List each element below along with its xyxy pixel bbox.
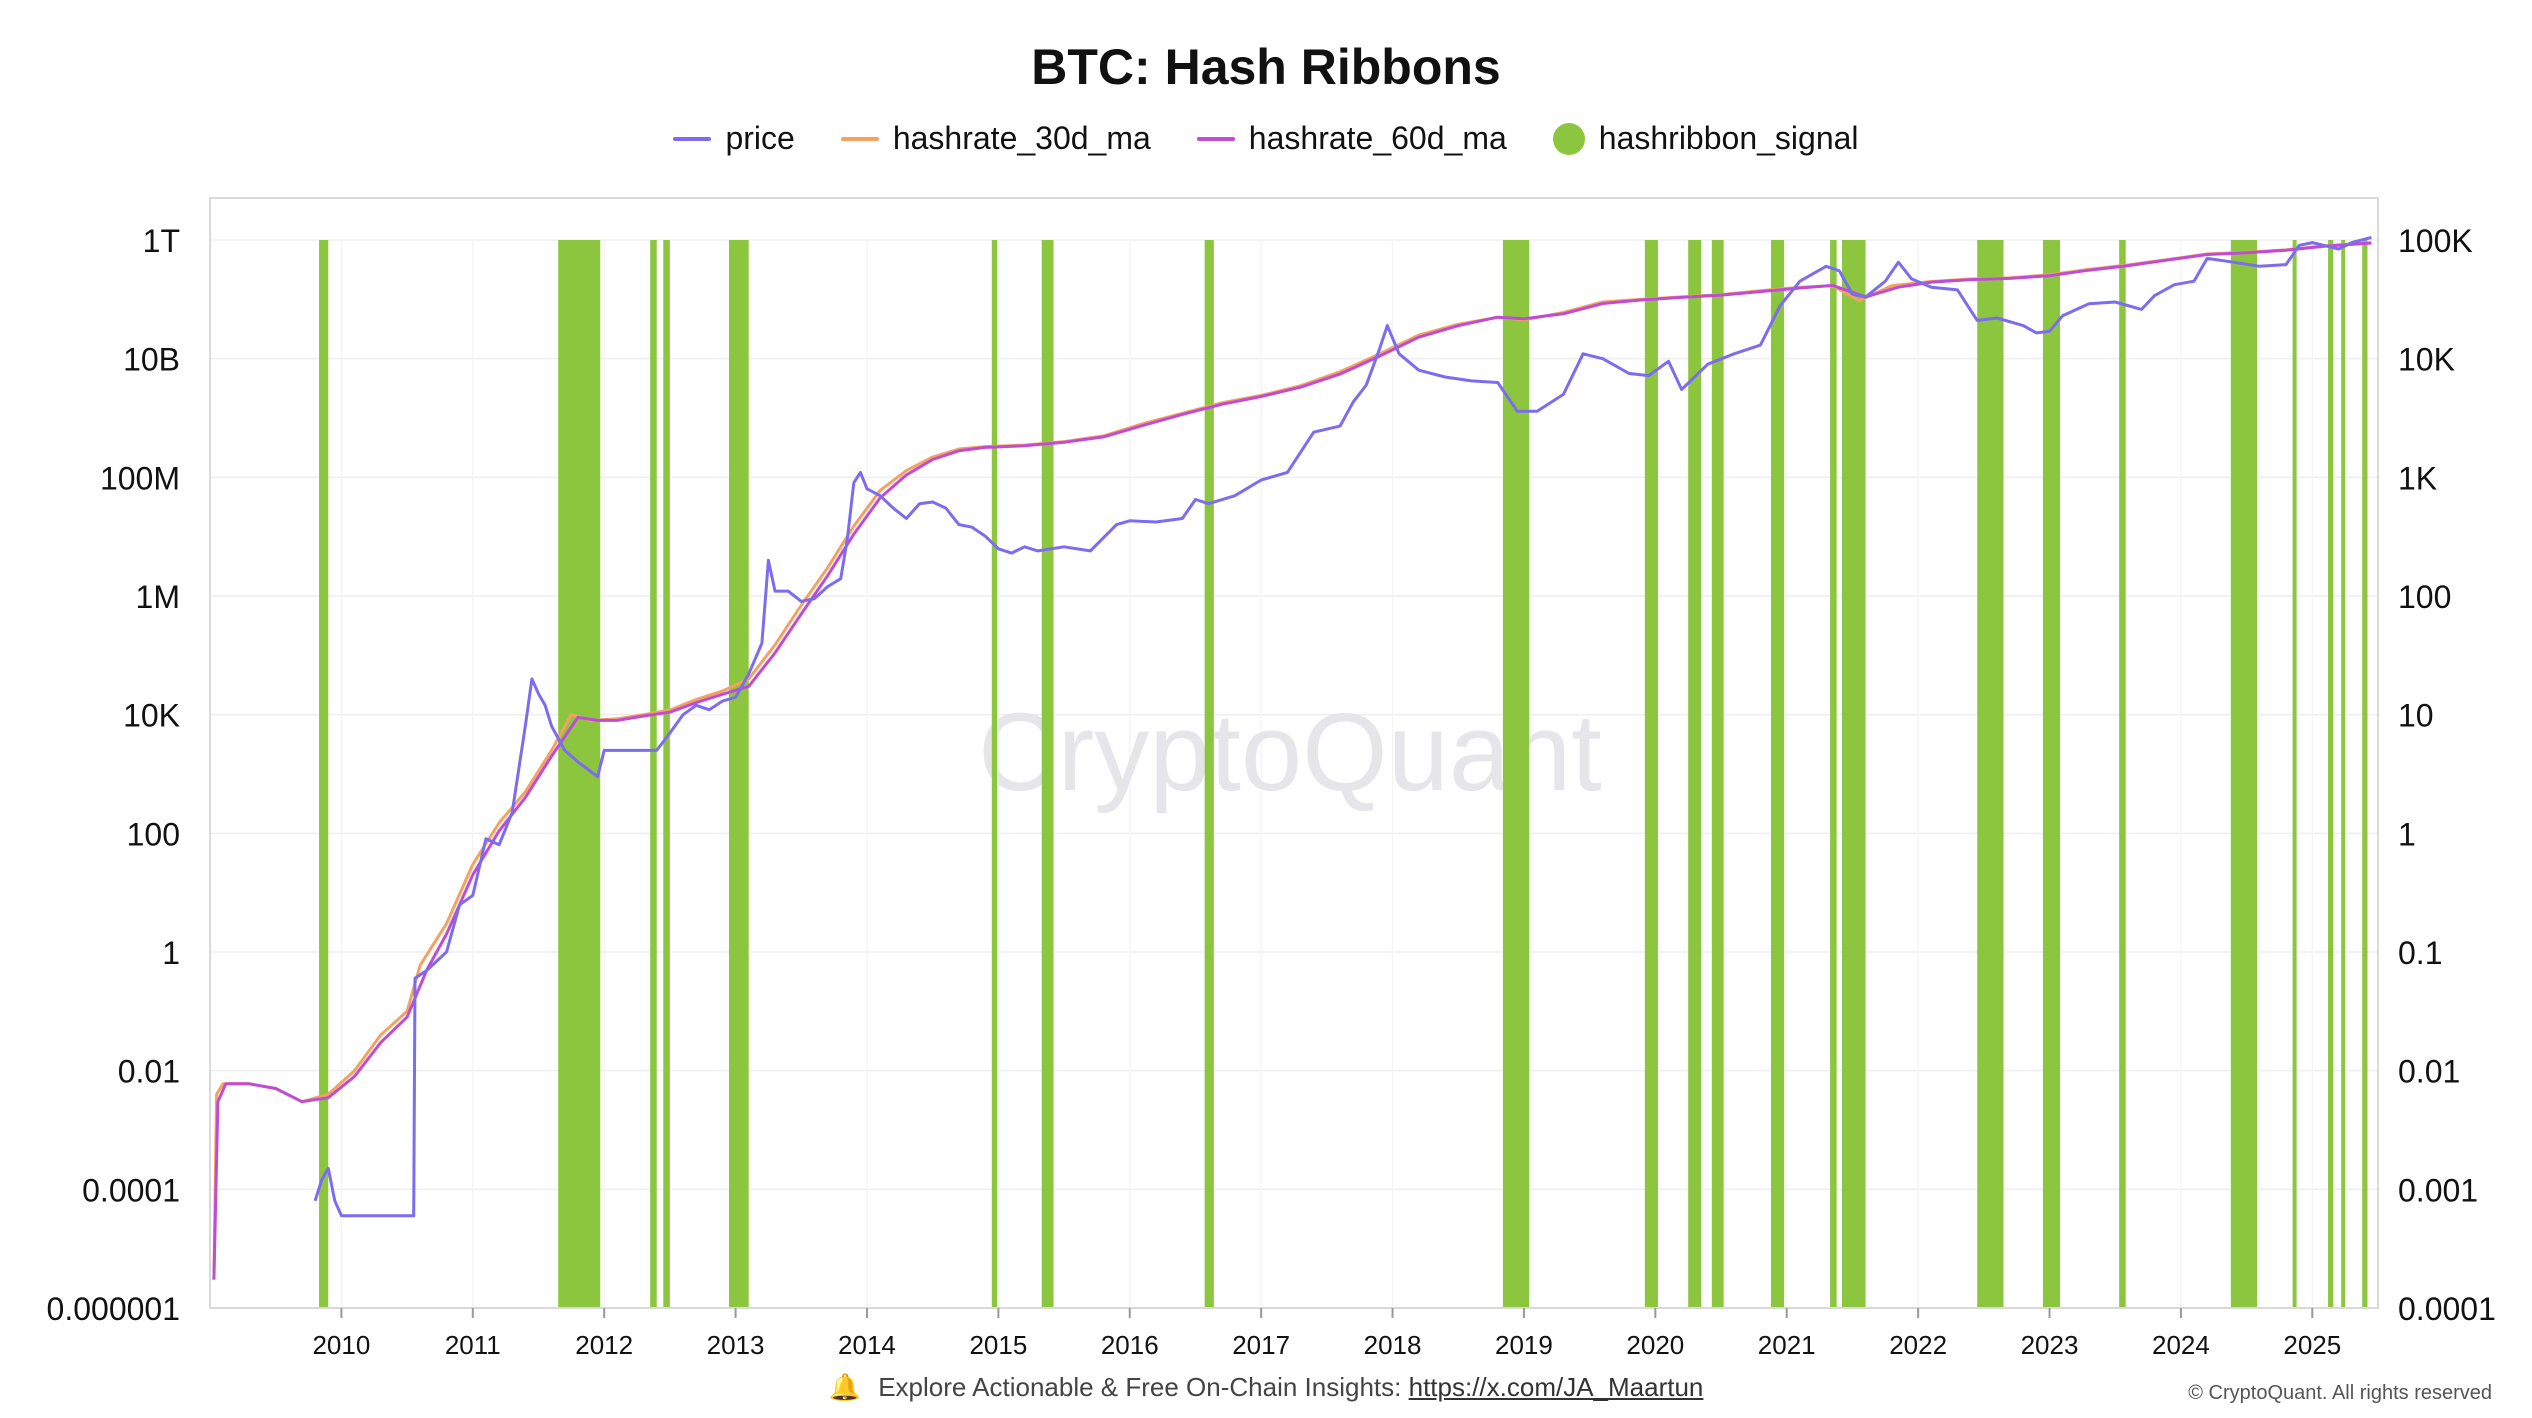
hashribbon-signal-bar — [1977, 240, 2004, 1308]
hashribbon-signal-bar — [2341, 240, 2346, 1308]
hashribbon-signal-bar — [1711, 240, 1724, 1308]
hashribbon-signal-bar — [1770, 240, 1785, 1308]
right-axis-ticks: 100K 10K 1K 100 10 1 0.1 0.01 0.001 0.0001 — [2398, 223, 2496, 1327]
right-tick-label: 100 — [2398, 579, 2451, 615]
left-tick-label: 1M — [136, 579, 180, 615]
left-tick-label: 0.0001 — [82, 1172, 180, 1208]
hashribbon-signal-bar — [1644, 240, 1658, 1308]
hashribbon-signal-bar — [2328, 240, 2334, 1308]
hashribbon-signal-bar — [1502, 240, 1530, 1308]
hashribbon-signal-bar — [1841, 240, 1866, 1308]
hashribbon-signal-bar — [1204, 240, 1214, 1308]
right-tick-label: 0.001 — [2398, 1172, 2478, 1208]
x-tick-label: 2025 — [2283, 1330, 2341, 1360]
hashribbon-signal-bar — [2119, 240, 2126, 1308]
hashribbon-signal-bar — [991, 240, 998, 1308]
chart-legend: price hashrate_30d_ma hashrate_60d_ma ha… — [0, 120, 2532, 157]
x-tick-label: 2014 — [838, 1330, 896, 1360]
hashribbon-signal-bar — [1688, 240, 1702, 1308]
left-tick-label: 0.000001 — [47, 1291, 180, 1327]
x-tick-label: 2023 — [2021, 1330, 2079, 1360]
x-tick-label: 2016 — [1101, 1330, 1159, 1360]
hashribbon-signal-bar — [1041, 240, 1054, 1308]
hashribbon-signal-bar — [2362, 240, 2368, 1308]
right-tick-label: 1 — [2398, 816, 2416, 852]
x-tick-label: 2022 — [1889, 1330, 1947, 1360]
legend-swatch-hashribbon-signal — [1552, 122, 1585, 155]
hashribbon-signal-bar — [663, 240, 670, 1308]
x-tick-label: 2020 — [1626, 1330, 1684, 1360]
legend-item-hashribbon-signal[interactable]: hashribbon_signal — [1552, 120, 1859, 157]
footer-text: Explore Actionable & Free On-Chain Insig… — [878, 1372, 1402, 1402]
x-tick-label: 2018 — [1364, 1330, 1422, 1360]
left-tick-label: 1T — [143, 223, 180, 259]
right-tick-label: 0.0001 — [2398, 1291, 2496, 1327]
copyright-text: © CryptoQuant. All rights reserved — [2188, 1382, 2492, 1404]
watermark-text: CryptoQuant — [978, 691, 1602, 814]
right-tick-label: 10K — [2398, 342, 2455, 378]
x-tick-label: 2011 — [445, 1330, 501, 1360]
legend-swatch-hashrate-30d-ma — [840, 136, 879, 141]
right-tick-label: 1K — [2398, 460, 2437, 496]
hashribbon-signal-bar — [2042, 240, 2061, 1308]
x-tick-label: 2012 — [575, 1330, 633, 1360]
legend-label-hashrate-30d-ma: hashrate_30d_ma — [892, 120, 1151, 156]
footer-link[interactable]: https://x.com/JA_Maartun — [1408, 1372, 1704, 1402]
right-tick-label: 0.1 — [2398, 935, 2442, 971]
series-lines — [212, 236, 2372, 1280]
legend-swatch-hashrate-60d-ma — [1196, 136, 1235, 141]
series-line-price — [313, 236, 2372, 1218]
left-tick-label: 100M — [100, 460, 180, 496]
legend-item-hashrate-60d-ma[interactable]: hashrate_60d_ma — [1196, 120, 1507, 157]
left-tick-label: 0.01 — [118, 1054, 180, 1090]
x-tick-label: 2010 — [312, 1330, 370, 1360]
x-axis-ticks: 2010 2011 2012 2013 2014 2015 2016 2017 2018 2019… — [312, 1308, 2341, 1360]
x-tick-label: 2017 — [1232, 1330, 1290, 1360]
hashribbon-signal-bar — [2292, 240, 2297, 1308]
legend-item-hashrate-30d-ma[interactable]: hashrate_30d_ma — [840, 120, 1151, 157]
right-tick-label: 0.01 — [2398, 1054, 2460, 1090]
legend-label-hashrate-60d-ma: hashrate_60d_ma — [1248, 120, 1507, 156]
hashribbon-signal-bar — [1830, 240, 1837, 1308]
chart-title: BTC: Hash Ribbons — [1031, 39, 1501, 95]
legend-label-hashribbon-signal: hashribbon_signal — [1598, 120, 1859, 156]
legend-label-price: price — [725, 120, 795, 156]
x-tick-label: 2015 — [969, 1330, 1027, 1360]
x-tick-label: 2013 — [707, 1330, 765, 1360]
x-tick-label: 2024 — [2152, 1330, 2210, 1360]
hashribbon-signal-bars — [319, 240, 2368, 1308]
left-tick-label: 10K — [123, 698, 180, 734]
left-tick-label: 1 — [162, 935, 180, 971]
bell-icon: 🔔 — [828, 1372, 861, 1402]
left-tick-label: 10B — [123, 342, 180, 378]
left-axis-ticks: 1T 10B 100M 1M 10K 100 1 0.01 0.0001 0.000001 — [47, 223, 180, 1327]
left-tick-label: 100 — [127, 816, 180, 852]
hashribbon-signal-bar — [319, 240, 329, 1308]
hashribbon-signal-bar — [2230, 240, 2258, 1308]
right-tick-label: 10 — [2398, 698, 2434, 734]
plot-frame — [209, 197, 2379, 1309]
legend-swatch-price — [673, 136, 712, 141]
x-tick-label: 2021 — [1758, 1330, 1816, 1360]
legend-item-price[interactable]: price — [673, 120, 795, 157]
right-tick-label: 100K — [2398, 223, 2473, 259]
x-tick-label: 2019 — [1495, 1330, 1553, 1360]
hashribbon-signal-bar — [729, 240, 749, 1308]
hashribbon-signal-bar — [650, 240, 657, 1308]
footer-banner: 🔔 Explore Actionable & Free On-Chain Ins… — [0, 1372, 2532, 1403]
